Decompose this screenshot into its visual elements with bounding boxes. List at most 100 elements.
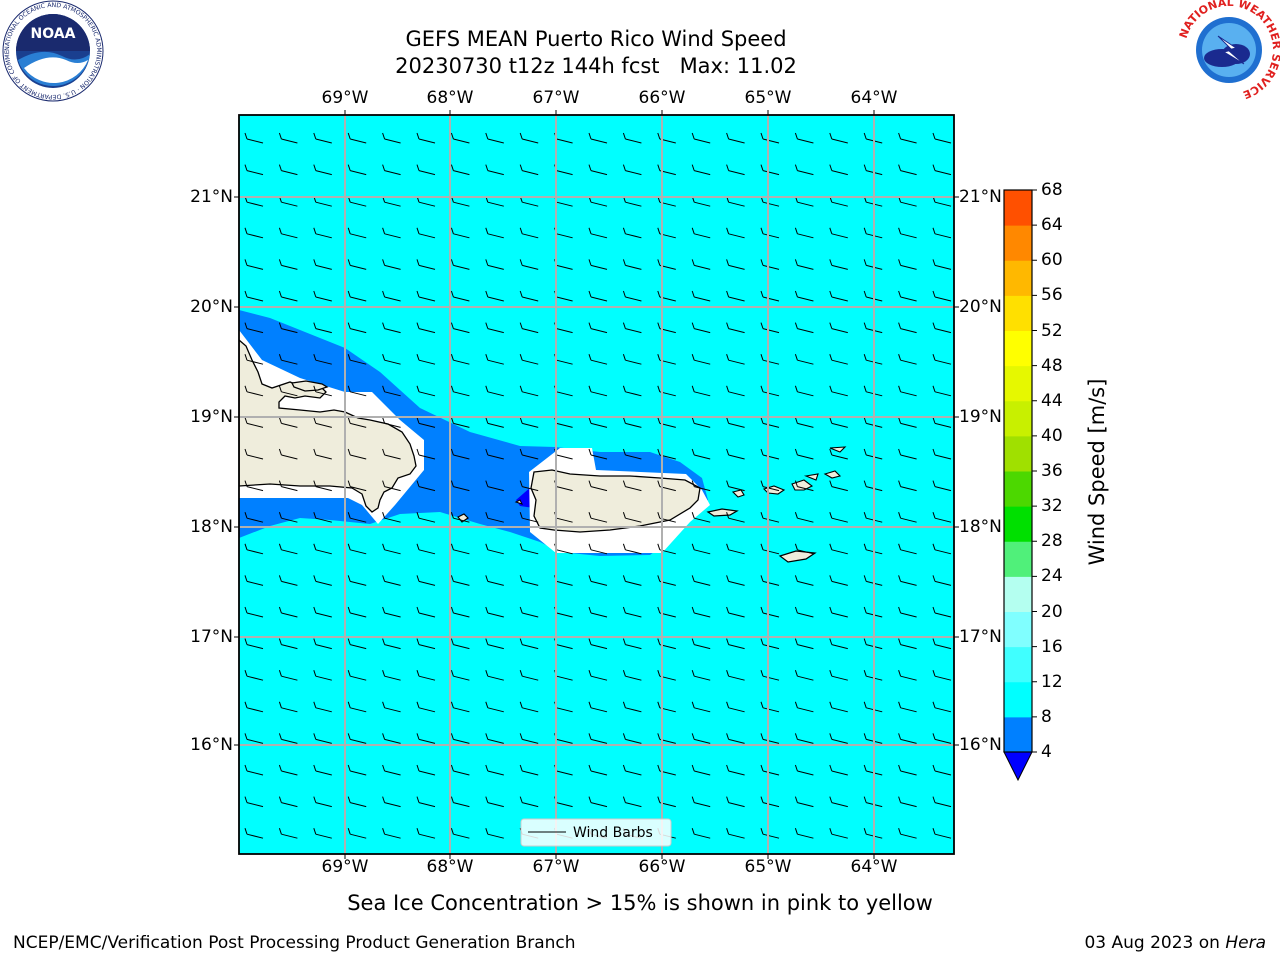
wind-barb	[485, 575, 504, 586]
wind-barb	[829, 670, 848, 681]
colorbar-tick-label: 68	[1041, 180, 1063, 200]
wind-barb	[691, 670, 711, 681]
wind-barb	[485, 385, 504, 397]
wind-barb	[485, 512, 504, 523]
x-tick-label-top: 65°W	[744, 88, 792, 108]
wind-barb	[244, 670, 264, 681]
wind-barb	[760, 670, 780, 681]
wind-barb	[588, 606, 608, 618]
wind-barb	[382, 322, 401, 334]
wind-barb	[726, 354, 745, 365]
colorbar-tick-label: 60	[1041, 250, 1063, 271]
colorbar	[1003, 189, 1037, 782]
colorbar-segment	[1004, 190, 1032, 226]
colorbar-tick-label: 8	[1041, 706, 1052, 727]
wind-barb	[691, 543, 711, 555]
colorbar-tick-label: 20	[1041, 601, 1063, 622]
colorbar-segment	[1004, 435, 1032, 472]
wind-barb	[416, 448, 436, 460]
wind-barb	[244, 417, 264, 428]
wind-barb	[347, 701, 367, 713]
wind-barb	[794, 448, 814, 460]
wind-barb	[244, 290, 264, 302]
wind-barb	[313, 828, 332, 839]
y-tick-label-right: 17°N	[959, 627, 1002, 647]
wind-barb	[622, 417, 642, 428]
wind-barb	[898, 606, 917, 618]
wind-barb	[794, 480, 814, 492]
wind-barb	[691, 227, 711, 239]
wind-barb	[588, 701, 608, 713]
wind-barb	[313, 701, 332, 713]
wind-barb	[519, 322, 539, 334]
map-frame	[238, 114, 955, 855]
wind-barb	[760, 417, 780, 428]
wind-barb	[244, 828, 264, 839]
wind-barb	[622, 385, 642, 397]
wind-barb	[450, 638, 470, 650]
colorbar-tick-label: 56	[1041, 285, 1063, 306]
wind-barb	[382, 164, 401, 176]
wind-barb	[898, 512, 917, 523]
land-tortuga-island	[291, 380, 329, 392]
wind-barb	[278, 543, 298, 555]
sea-ice-note: Sea Ice Concentration > 15% is shown in …	[0, 891, 1280, 915]
wind-barb	[932, 164, 952, 176]
wind-barb	[829, 764, 848, 776]
footer-date: 03 Aug 2023 on Hera	[1084, 933, 1266, 953]
wind-barb	[829, 385, 848, 397]
wind-barb	[244, 448, 264, 460]
wind-barb	[519, 448, 539, 460]
wind-barb	[829, 322, 848, 334]
wind-barb	[794, 638, 814, 650]
wind-barb	[932, 259, 952, 270]
wind-barb	[347, 606, 367, 618]
wind-barb	[347, 354, 367, 365]
x-tick-label-bottom: 65°W	[744, 857, 792, 877]
wind-barb	[622, 322, 642, 334]
colorbar-tick-label: 40	[1041, 425, 1063, 446]
wind-barb	[932, 480, 952, 492]
land-vieques	[706, 508, 739, 517]
wind-barb	[726, 164, 745, 176]
x-tick-label-top: 64°W	[850, 88, 898, 108]
wind-barb	[898, 322, 917, 334]
wind-barb	[416, 701, 436, 713]
wind-barb	[691, 132, 711, 144]
wind-barb	[313, 132, 332, 144]
wind-barb	[278, 448, 298, 460]
wind-barb	[519, 606, 539, 618]
wind-barb	[726, 543, 745, 555]
y-tick-label-right: 20°N	[959, 297, 1002, 317]
x-tick-label-bottom: 66°W	[638, 857, 686, 877]
wind-barb	[588, 733, 608, 744]
wind-barb	[726, 796, 745, 808]
y-tick-label-left: 16°N	[190, 735, 233, 755]
wind-barb	[691, 322, 711, 334]
wind-barb	[760, 543, 780, 555]
wind-barb	[691, 259, 711, 270]
wind-barb	[726, 606, 745, 618]
wind-barb	[691, 733, 711, 744]
wind-barb	[485, 480, 504, 492]
colorbar-tick-label: 64	[1041, 215, 1063, 236]
wind-barb	[313, 512, 332, 523]
wind-barb	[313, 606, 332, 618]
wind-barb	[622, 764, 642, 776]
wind-barb	[347, 512, 367, 523]
noaa-logo-text: NOAA	[31, 26, 76, 42]
colorbar-segment	[1004, 541, 1032, 577]
wind-barb	[760, 164, 780, 176]
x-tick-label-bottom: 64°W	[850, 857, 898, 877]
wind-barb	[760, 828, 780, 839]
wind-barb	[519, 670, 539, 681]
wind-barb	[278, 764, 298, 776]
wind-barb	[691, 417, 711, 428]
wind-barb	[450, 480, 470, 492]
wind-barb	[382, 543, 401, 555]
wind-barb	[794, 764, 814, 776]
y-tick-label-right: 21°N	[959, 187, 1002, 207]
wind-barb	[313, 764, 332, 776]
wind-barb	[450, 764, 470, 776]
